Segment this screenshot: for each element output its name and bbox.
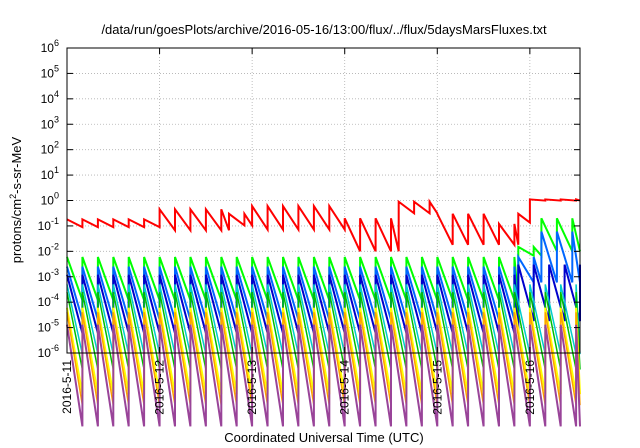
y-tick-labels: 10-610-510-410-310-210-11001011021031041… — [38, 38, 59, 360]
x-tick-label: 2016-5-11 — [60, 360, 74, 414]
x-tick-label: 2016-5-15 — [430, 360, 444, 415]
y-tick-exponent: -4 — [51, 292, 59, 302]
y-tick-base: 10 — [41, 194, 55, 208]
x-tick-labels: 2016-5-11 2016-5-12 2016-5-13 2016-5-14 2016… — [60, 360, 537, 415]
y-tick-base: 10 — [38, 295, 52, 309]
y-axis-label: protons/cm2-s-sr-MeV — [8, 136, 24, 263]
y-tick-label: 103 — [41, 114, 59, 131]
y-tick-base: 10 — [41, 143, 55, 157]
y-tick-base: 10 — [38, 219, 52, 233]
y-tick-label: 10-6 — [38, 343, 59, 360]
y-tick-exponent: -3 — [51, 267, 59, 277]
x-tick-label: 2016-5-13 — [245, 360, 259, 415]
y-tick-exponent: 6 — [54, 38, 59, 48]
y-tick-label: 101 — [41, 165, 59, 182]
y-axis-label-exponent: 2 — [8, 194, 18, 199]
y-tick-exponent: -6 — [51, 343, 59, 353]
x-tick-label: 2016-5-16 — [523, 360, 537, 415]
y-tick-label: 10-2 — [38, 241, 59, 258]
series-group — [66, 198, 581, 427]
chart-title: /data/run/goesPlots/archive/2016-05-16/1… — [101, 22, 547, 37]
x-tick-label: 2016-5-14 — [338, 360, 352, 415]
x-axis-label: Coordinated Universal Time (UTC) — [224, 430, 423, 445]
y-tick-base: 10 — [41, 92, 55, 106]
y-tick-label: 100 — [41, 191, 59, 208]
y-tick-label: 102 — [41, 140, 59, 157]
y-tick-label: 10-5 — [38, 318, 59, 335]
y-tick-label: 105 — [41, 63, 59, 80]
series-line-1 — [66, 198, 581, 252]
y-tick-base: 10 — [38, 346, 52, 360]
y-tick-base: 10 — [41, 66, 55, 80]
tick-marks — [66, 47, 580, 354]
y-tick-exponent: -2 — [51, 241, 59, 251]
y-tick-base: 10 — [41, 168, 55, 182]
y-tick-base: 10 — [41, 41, 55, 55]
series-line-9 — [66, 324, 581, 427]
y-tick-label: 10-3 — [38, 267, 59, 284]
y-tick-exponent: 5 — [54, 63, 59, 73]
y-tick-label: 106 — [41, 38, 59, 55]
y-tick-exponent: 1 — [54, 165, 59, 175]
y-axis-label-suffix: -s-sr-MeV — [9, 136, 24, 193]
y-tick-base: 10 — [41, 117, 55, 131]
y-tick-label: 10-1 — [38, 216, 59, 233]
y-tick-exponent: 4 — [54, 89, 59, 99]
y-tick-base: 10 — [38, 321, 52, 335]
y-tick-base: 10 — [38, 244, 52, 258]
y-tick-label: 10-4 — [38, 292, 59, 309]
y-tick-exponent: 2 — [54, 140, 59, 150]
y-axis-label-prefix: protons/cm — [9, 199, 24, 263]
y-tick-exponent: -5 — [51, 318, 59, 328]
y-tick-exponent: 0 — [54, 191, 59, 201]
x-tick-label: 2016-5-12 — [153, 360, 167, 415]
y-tick-exponent: 3 — [54, 114, 59, 124]
y-tick-exponent: -1 — [51, 216, 59, 226]
y-tick-label: 104 — [41, 89, 59, 106]
y-tick-base: 10 — [38, 270, 52, 284]
